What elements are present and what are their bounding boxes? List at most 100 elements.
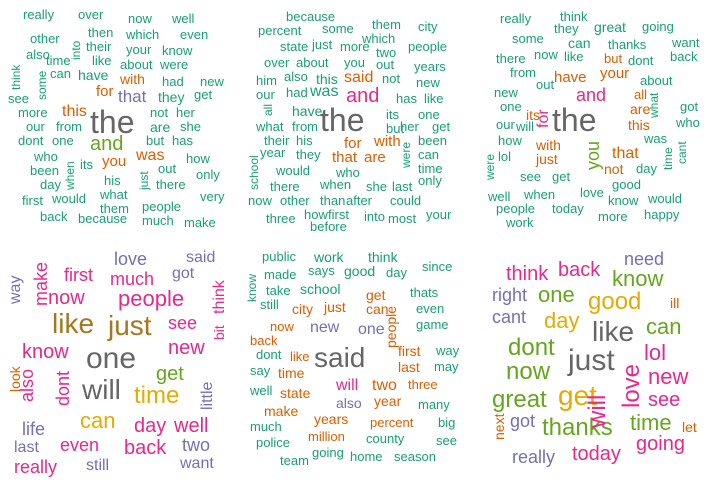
- word: what: [256, 119, 284, 134]
- word: over: [78, 7, 104, 22]
- word: new: [200, 74, 224, 89]
- word: like: [92, 53, 112, 68]
- word: state: [280, 385, 311, 401]
- word: well: [174, 415, 209, 437]
- word: and: [346, 85, 380, 107]
- word: think: [211, 280, 228, 314]
- word: even: [180, 27, 209, 42]
- word: him: [256, 73, 277, 88]
- word: still: [86, 457, 110, 474]
- word: with: [536, 137, 561, 153]
- word: has: [172, 133, 193, 148]
- word: there: [156, 177, 186, 192]
- word: been: [30, 163, 59, 178]
- word: got: [510, 411, 536, 431]
- word: next: [491, 413, 507, 440]
- word: she: [366, 179, 387, 194]
- word: get: [552, 169, 571, 184]
- word: one: [358, 321, 385, 338]
- word: when: [63, 161, 77, 190]
- word: really: [23, 7, 55, 22]
- word: like: [424, 91, 444, 106]
- word: would: [276, 163, 310, 178]
- word: public: [262, 249, 296, 264]
- word: not: [604, 161, 624, 177]
- word: much: [142, 213, 174, 228]
- word: cant: [492, 307, 527, 327]
- word: out: [536, 77, 555, 92]
- word: was: [644, 131, 668, 146]
- word: much: [110, 269, 155, 289]
- word: back: [670, 49, 698, 64]
- word: our: [256, 87, 275, 102]
- word: will: [82, 374, 121, 405]
- word: says: [308, 263, 335, 278]
- word: happy: [644, 207, 680, 222]
- word: will: [516, 119, 535, 134]
- word: made: [264, 267, 297, 282]
- word: more: [18, 105, 48, 120]
- word: see: [168, 313, 198, 333]
- word: was: [310, 83, 339, 100]
- word: were: [160, 57, 189, 72]
- word: much: [250, 419, 282, 434]
- word: take: [266, 283, 291, 298]
- word: get: [194, 87, 213, 102]
- word: out: [376, 57, 395, 72]
- word: them: [372, 17, 401, 32]
- word: one: [418, 107, 440, 122]
- word: the: [320, 102, 365, 138]
- word: her: [176, 105, 195, 120]
- word: year: [374, 393, 402, 409]
- word: last: [14, 439, 39, 456]
- word: even: [416, 301, 445, 316]
- word: back: [124, 437, 167, 459]
- word: last: [392, 179, 413, 194]
- word: well: [250, 383, 273, 398]
- word: for: [96, 83, 114, 100]
- word: there: [496, 51, 526, 66]
- word: thats: [410, 285, 439, 300]
- word: time: [46, 53, 71, 68]
- word: like: [290, 349, 310, 364]
- word: what: [100, 187, 128, 202]
- word: that: [118, 87, 147, 106]
- word: her: [400, 119, 419, 134]
- word: new: [168, 337, 205, 359]
- word: also: [336, 395, 362, 411]
- word: not: [382, 71, 401, 86]
- word: know: [612, 266, 664, 291]
- word: very: [200, 189, 225, 204]
- word: new: [416, 75, 440, 90]
- word: people: [118, 286, 185, 311]
- word: dont: [628, 53, 654, 68]
- word: home: [350, 449, 383, 464]
- word: see: [8, 91, 29, 106]
- word: see: [436, 433, 457, 448]
- word: know: [245, 273, 259, 302]
- word: just: [568, 344, 615, 377]
- word: years: [314, 411, 349, 427]
- word: county: [366, 431, 405, 446]
- word: also: [26, 47, 50, 62]
- word: today: [572, 443, 621, 465]
- word: after: [346, 193, 373, 208]
- word: people: [496, 201, 536, 216]
- word: thanks: [542, 414, 613, 441]
- word: time: [134, 382, 180, 409]
- word: because: [78, 211, 128, 226]
- word: now: [128, 11, 152, 26]
- word: day: [40, 177, 61, 192]
- word: are: [364, 149, 386, 166]
- word: think: [506, 263, 549, 285]
- word: what: [647, 92, 661, 118]
- word-cloud-panel-4: love said first got much now people like just see…: [0, 240, 240, 480]
- word: all: [634, 87, 648, 102]
- word: some: [322, 21, 354, 36]
- word: first: [328, 207, 349, 222]
- word: than: [320, 193, 346, 208]
- word: time: [630, 410, 672, 435]
- word: are: [150, 119, 171, 135]
- word: then: [88, 25, 114, 40]
- word: about: [120, 57, 153, 72]
